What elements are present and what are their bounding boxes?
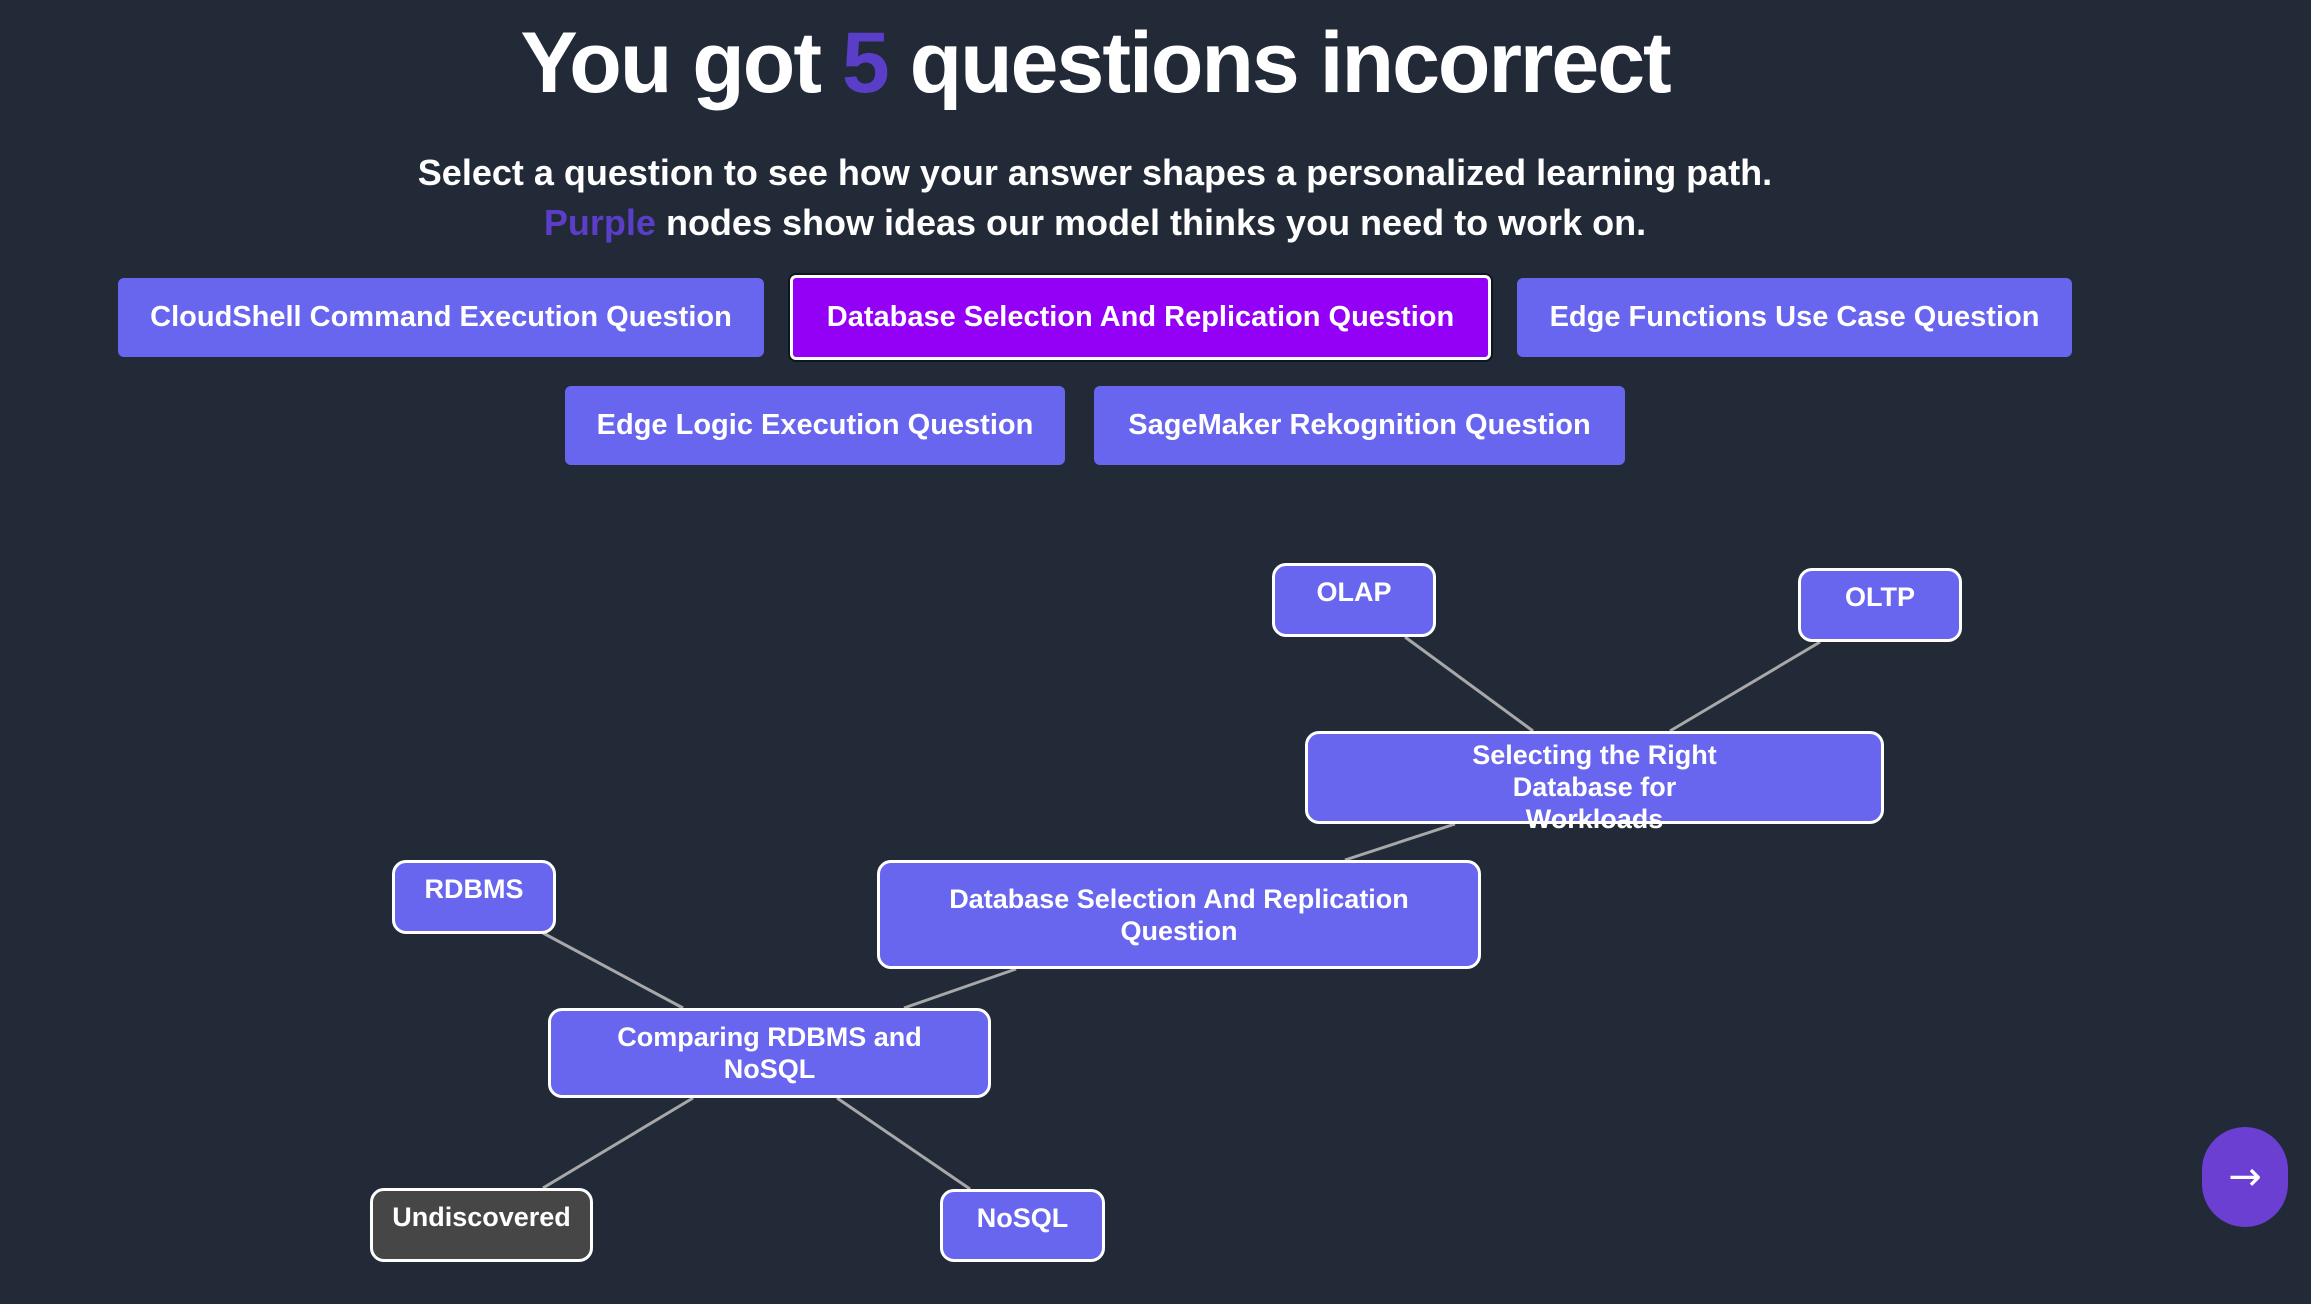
node-oltp[interactable]: OLTP: [1798, 568, 1962, 642]
node-label: RDBMS: [424, 874, 524, 904]
node-comparing-rdbms-nosql[interactable]: Comparing RDBMS and NoSQL: [548, 1008, 991, 1098]
node-label: Database Selection And Replication Quest…: [949, 883, 1409, 946]
node-olap[interactable]: OLAP: [1272, 563, 1436, 637]
node-label: Selecting the Right Database for Workloa…: [1472, 739, 1717, 834]
node-database-selection-root[interactable]: Database Selection And Replication Quest…: [877, 860, 1481, 969]
node-selecting-right-database[interactable]: Selecting the Right Database for Workloa…: [1305, 731, 1884, 834]
node-label: OLTP: [1845, 582, 1915, 612]
title-suffix: questions incorrect: [909, 15, 1672, 111]
question-button-cloudshell[interactable]: CloudShell Command Execution Question: [118, 278, 764, 357]
page-subtitle: Select a question to see how your answer…: [0, 148, 2190, 248]
node-undiscovered[interactable]: Undiscovered: [370, 1188, 593, 1262]
arrow-right-icon: →: [2228, 1154, 2262, 1200]
node-nosql[interactable]: NoSQL: [940, 1189, 1105, 1262]
node-label: OLAP: [1316, 577, 1392, 607]
question-button-edge-functions[interactable]: Edge Functions Use Case Question: [1517, 278, 2072, 357]
incorrect-count: 5: [841, 15, 890, 111]
node-label: NoSQL: [976, 1203, 1069, 1233]
edge-oltp-selecting: [1669, 640, 1821, 733]
page-title: You got 5 questions incorrect: [0, 14, 2190, 113]
next-button[interactable]: →: [2202, 1127, 2288, 1227]
edge-root-comparing: [903, 967, 1017, 1010]
edge-olap-selecting: [1404, 635, 1534, 733]
subtitle-line-1: Select a question to see how your answer…: [417, 152, 1773, 193]
question-button-database-selection[interactable]: Database Selection And Replication Quest…: [790, 275, 1491, 360]
edge-rdbms-comparing: [542, 931, 684, 1010]
node-label: Comparing RDBMS and NoSQL: [617, 1022, 922, 1084]
title-prefix: You got: [520, 15, 822, 111]
node-label: Undiscovered: [392, 1202, 571, 1232]
node-rdbms[interactable]: RDBMS: [392, 860, 556, 934]
question-button-edge-logic[interactable]: Edge Logic Execution Question: [565, 386, 1065, 465]
subtitle-line-2-rest: nodes show ideas our model thinks you ne…: [665, 202, 1647, 243]
question-button-sagemaker[interactable]: SageMaker Rekognition Question: [1094, 386, 1625, 465]
subtitle-accent-word: Purple: [543, 202, 656, 243]
edge-selecting-root: [1344, 822, 1456, 862]
subtitle-line-2: Purple nodes show ideas our model thinks…: [0, 198, 2190, 248]
edge-comparing-nosql: [836, 1096, 971, 1191]
edge-comparing-undiscovered: [542, 1096, 694, 1190]
